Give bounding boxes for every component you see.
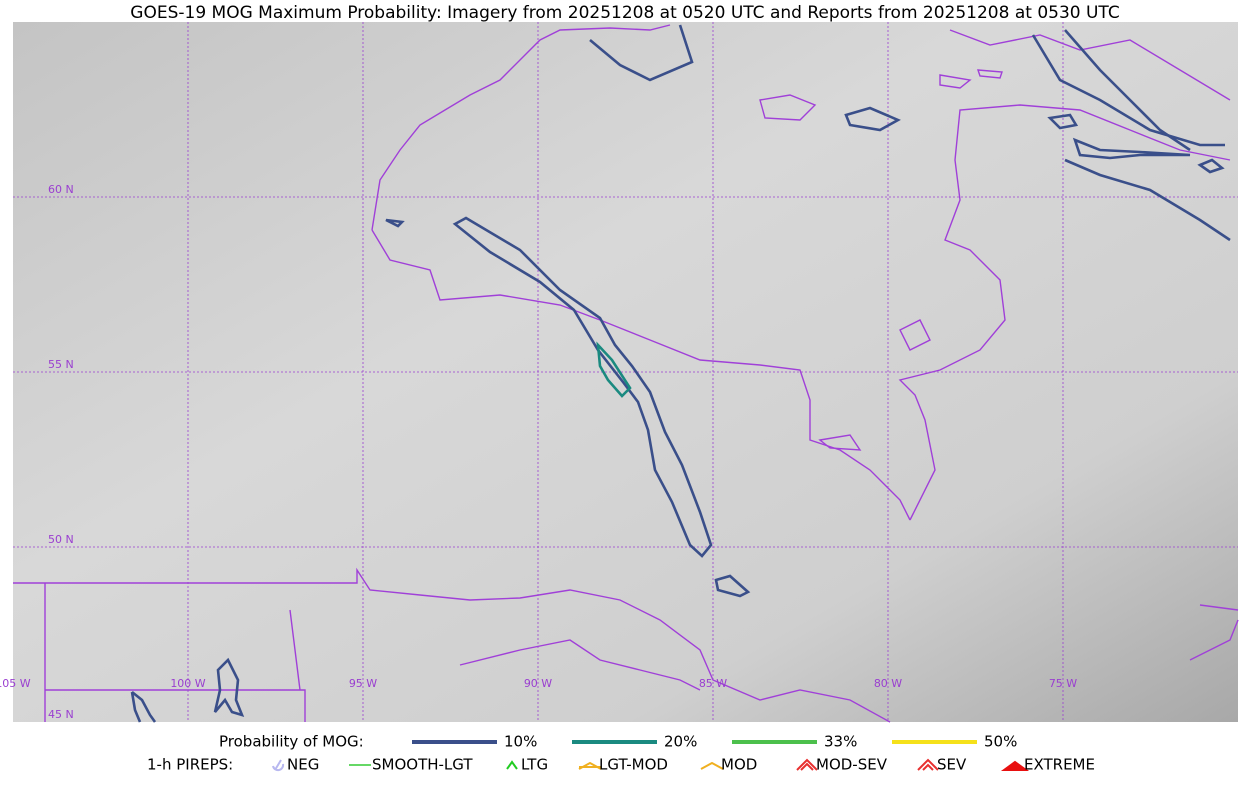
legend-label: SMOOTH-LGT [372,756,473,774]
legend-label: SEV [937,756,967,774]
legend-icon [700,761,724,770]
legend-icon [506,760,518,770]
lon-label: 100 W [170,677,205,690]
lon-label: 85 W [699,677,727,690]
legend-label: LTG [521,756,548,774]
title: GOES-19 MOG Maximum Probability: Imagery… [130,3,1119,23]
legend-label: 10% [504,733,537,751]
legend: Probability of MOG: 1-h PIREPS: 10% 20% 33… [147,733,1095,774]
lat-label: 55 N [48,358,74,371]
lon-label: 75 W [1049,677,1077,690]
legend-label: EXTREME [1024,756,1095,774]
legend-label: NEG [287,756,319,774]
lon-label: 80 W [874,677,902,690]
legend-icon [578,761,602,770]
lat-label: 60 N [48,183,74,196]
coastlines [13,24,1239,723]
legend-title: Probability of MOG: [219,733,364,751]
legend-title: 1-h PIREPS: [147,756,233,774]
legend-label: MOD-SEV [816,756,888,774]
legend-label: 50% [984,733,1017,751]
lon-label: 90 W [524,677,552,690]
legend-label: LGT-MOD [599,756,668,774]
legend-icon [272,759,285,772]
lon-label: 95 W [349,677,377,690]
legend-icon [917,758,939,771]
legend-label: 33% [824,733,857,751]
graticule [13,22,1238,722]
mog-contours [130,24,1231,723]
legend-icon [1000,760,1030,771]
lat-label: 50 N [48,533,74,546]
lat-label: 45 N [48,708,74,721]
lon-label: 105 W [0,677,31,690]
legend-icon [796,758,818,771]
map: 60 N 55 N 50 N 45 N 105 W 100 W 95 W 90 W 85 W 80… [0,22,1239,723]
legend-label: MOD [721,756,757,774]
graticule-labels: 60 N 55 N 50 N 45 N 105 W 100 W 95 W 90 W 85 W 80… [0,183,1077,721]
legend-label: 20% [664,733,697,751]
